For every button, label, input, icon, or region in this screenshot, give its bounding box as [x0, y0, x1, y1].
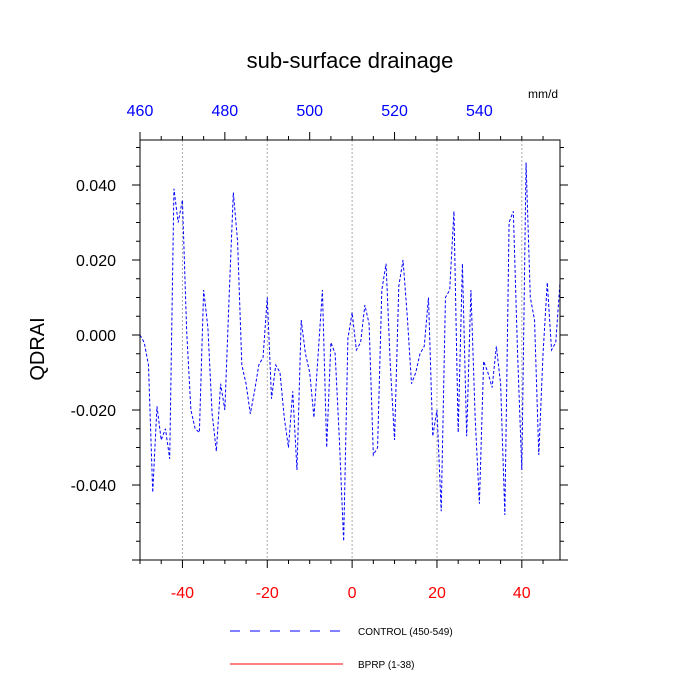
top-tick-label: 520: [381, 103, 408, 120]
x-tick-label: -40: [171, 585, 194, 602]
top-tick-label: 500: [296, 103, 323, 120]
labels-layer: -40 -20 0 20 40 460 480 500 520 540 0.040 0.020 0.00…: [71, 103, 531, 602]
x-tick-label: 0: [348, 585, 357, 602]
series-line: [139, 162, 561, 542]
chart-title: sub-surface drainage: [247, 48, 454, 73]
legend-label: BPRP (1-38): [358, 660, 415, 671]
top-tick-label: 540: [466, 103, 493, 120]
series-layer: [139, 162, 561, 542]
legend: CONTROL (450-549) BPRP (1-38): [230, 627, 453, 671]
legend-label: CONTROL (450-549): [358, 627, 453, 638]
y-tick-label: 0.040: [76, 178, 116, 195]
units-label: mm/d: [528, 87, 558, 101]
x-tick-label: -20: [256, 585, 279, 602]
x-tick-label: 20: [428, 585, 446, 602]
x-tick-label: 40: [513, 585, 531, 602]
top-tick-label: 460: [127, 103, 154, 120]
y-tick-label: 0.020: [76, 253, 116, 270]
y-axis-label: QDRAI: [27, 317, 49, 380]
y-tick-label: 0.000: [76, 328, 116, 345]
y-tick-label: -0.020: [71, 403, 116, 420]
reference-lines: [181, 140, 523, 560]
y-tick-label: -0.040: [71, 478, 116, 495]
ticks-layer: [132, 132, 568, 568]
top-tick-label: 480: [211, 103, 238, 120]
plot-frame: [139, 139, 561, 561]
